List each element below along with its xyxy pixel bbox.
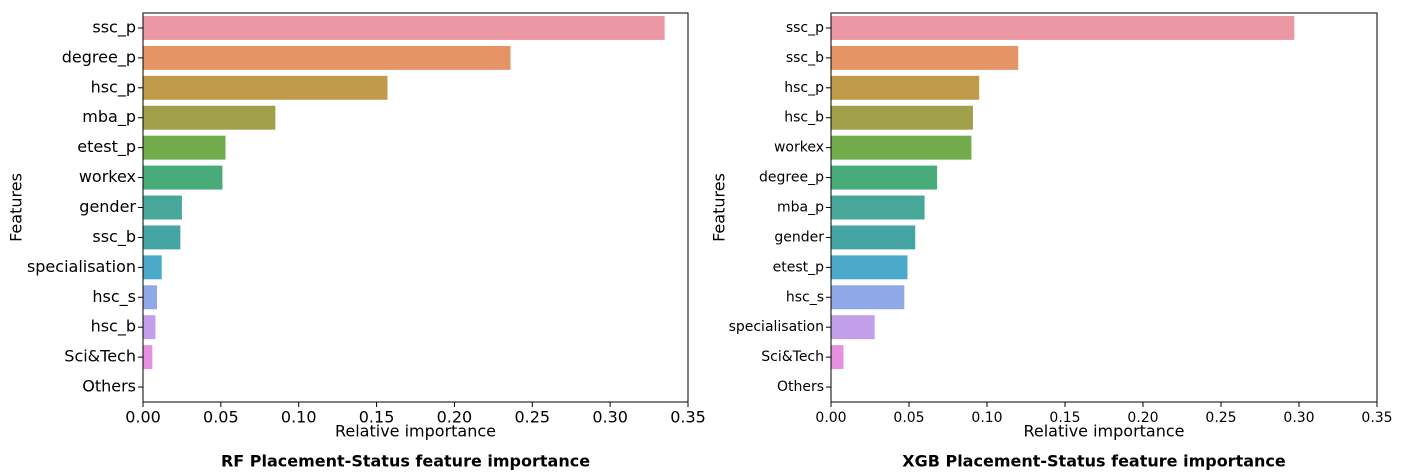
y-tick-label: specialisation: [729, 319, 824, 335]
y-tick-label: ssc_p: [92, 17, 136, 37]
y-tick-label: gender: [79, 197, 136, 216]
bar: [831, 255, 908, 280]
y-tick-label: workex: [774, 140, 824, 156]
y-tick-label: mba_p: [82, 107, 136, 127]
x-tick-label: 0.20: [437, 408, 473, 427]
x-tick-label: 0.05: [203, 408, 239, 427]
y-tick-label: hsc_b: [91, 317, 136, 337]
x-axis-label: Relative importance: [335, 422, 496, 441]
y-tick-label: degree_p: [759, 170, 824, 186]
x-tick-label: 0.10: [281, 408, 317, 427]
bar: [831, 15, 1295, 40]
x-tick-label: 0.00: [125, 408, 161, 427]
bar: [143, 15, 665, 40]
y-tick-label: specialisation: [27, 257, 136, 276]
bar: [831, 315, 875, 340]
x-tick-label: 0.15: [1049, 410, 1080, 426]
y-axis-label: Features: [710, 173, 729, 242]
bar: [831, 345, 844, 370]
chart-title: XGB Placement-Status feature importance: [902, 452, 1286, 471]
bar: [831, 225, 916, 250]
bar: [143, 45, 511, 70]
x-tick-label: 0.20: [1127, 410, 1158, 426]
x-tick-label: 0.05: [893, 410, 924, 426]
y-tick-label: hsc_p: [91, 77, 136, 97]
bar: [143, 195, 182, 220]
y-tick-label: hsc_b: [784, 110, 824, 126]
y-tick-label: hsc_p: [784, 80, 824, 96]
y-tick-label: ssc_b: [92, 227, 136, 247]
bar: [143, 315, 156, 340]
y-tick-label: ssc_b: [786, 50, 824, 66]
plot-frame: [142, 12, 689, 403]
y-tick-label: Others: [82, 377, 136, 396]
chart-title: RF Placement-Status feature importance: [221, 452, 590, 471]
x-axis-label: Relative importance: [1023, 422, 1184, 441]
y-tick-label: workex: [79, 167, 136, 186]
bar: [831, 75, 980, 100]
x-tick-label: 0.25: [1205, 410, 1236, 426]
y-tick-label: ssc_p: [786, 20, 824, 36]
x-tick-label: 0.00: [815, 410, 846, 426]
bar: [831, 285, 905, 310]
bar: [143, 345, 153, 370]
plot-frame: [830, 12, 1378, 403]
x-tick-label: 0.35: [670, 408, 706, 427]
bar: [143, 75, 388, 100]
x-tick-label: 0.35: [1361, 410, 1392, 426]
y-tick-label: Sci&Tech: [64, 347, 136, 366]
bar: [143, 135, 226, 160]
bar: [831, 135, 972, 160]
bar: [143, 225, 181, 250]
y-tick-label: mba_p: [777, 200, 824, 216]
y-tick-label: etest_p: [773, 259, 824, 275]
x-tick-label: 0.30: [592, 408, 628, 427]
bar: [831, 195, 925, 220]
y-tick-label: Others: [777, 379, 824, 395]
bar: [831, 165, 938, 190]
y-tick-label: hsc_s: [92, 287, 136, 307]
bar: [831, 105, 973, 130]
y-axis-label: Features: [7, 173, 26, 242]
y-tick-label: hsc_s: [786, 289, 824, 305]
x-tick-label: 0.25: [514, 408, 550, 427]
y-tick-label: Sci&Tech: [761, 349, 824, 365]
y-tick-label: degree_p: [62, 47, 136, 67]
y-tick-label: etest_p: [77, 137, 136, 157]
bar: [831, 45, 1019, 70]
bar: [143, 165, 223, 190]
bar: [143, 105, 276, 130]
bar: [143, 255, 162, 280]
y-tick-label: gender: [774, 229, 824, 245]
bar: [143, 285, 158, 310]
x-tick-label: 0.15: [359, 408, 395, 427]
x-tick-label: 0.10: [971, 410, 1002, 426]
x-tick-label: 0.30: [1283, 410, 1314, 426]
